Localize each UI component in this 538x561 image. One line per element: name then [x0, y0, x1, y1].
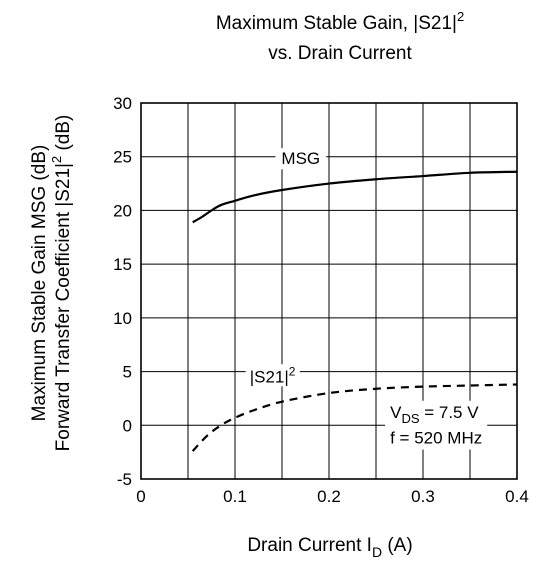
y-tick-label: 30: [113, 94, 132, 113]
y-tick-labels: -5 0 5 10 15 20 25 30: [113, 94, 132, 489]
msg-label-group: MSG: [275, 148, 327, 170]
s21-series-label: |S21|2: [250, 364, 296, 386]
condition-frequency: f = 520 MHz: [390, 429, 482, 448]
y-tick-label: 0: [123, 416, 132, 435]
condition-vds: VDS = 7.5 V: [390, 403, 479, 426]
s21-series-line: [191, 383, 518, 452]
y-axis-title-superscript: 2: [49, 156, 64, 163]
conditions-background: [385, 400, 488, 450]
x-tick-label: 0.1: [223, 487, 247, 506]
chart-title-line2: vs. Drain Current: [268, 43, 412, 64]
vds-subscript: DS: [401, 411, 419, 426]
y-tick-label: 25: [113, 148, 132, 167]
x-tick-label: 0.3: [411, 487, 435, 506]
x-axis-title: Drain Current ID (A): [247, 535, 412, 560]
y-tick-label: -5: [117, 470, 132, 489]
conditions-annotation: VDS = 7.5 V f = 520 MHz: [385, 400, 488, 450]
y-tick-label: 10: [113, 309, 132, 328]
msg-label-background: [275, 148, 327, 170]
x-tick-label: 0: [136, 487, 145, 506]
y-tick-label: 5: [123, 363, 132, 382]
s21-label-superscript: 2: [289, 364, 296, 378]
x-axis-title-subscript: D: [372, 544, 382, 560]
y-axis-title-msg: Maximum Stable Gain MSG (dB): [29, 145, 50, 422]
msg-series-label: MSG: [281, 149, 320, 168]
series-layer: [191, 170, 518, 452]
chart-title-superscript: 2: [457, 9, 464, 24]
chart-title-line1: Maximum Stable Gain, |S21|2: [216, 9, 464, 34]
s21-label-group: |S21|2: [245, 364, 300, 387]
y-tick-label: 20: [113, 201, 132, 220]
msg-series-line: [192, 170, 518, 224]
x-tick-label: 0.4: [505, 487, 529, 506]
y-axis-title-s21: Forward Transfer Coefficient |S21|2 (dB): [49, 115, 74, 452]
y-tick-label: 15: [113, 255, 132, 274]
x-tick-labels: 0 0.1 0.2 0.3 0.4: [136, 487, 529, 506]
plot-frame: [140, 102, 518, 480]
x-tick-label: 0.2: [317, 487, 341, 506]
s21-label-background: [245, 364, 300, 387]
series-labels: MSG |S21|2 VDS = 7.5 V f = 520 MHz: [245, 148, 488, 450]
